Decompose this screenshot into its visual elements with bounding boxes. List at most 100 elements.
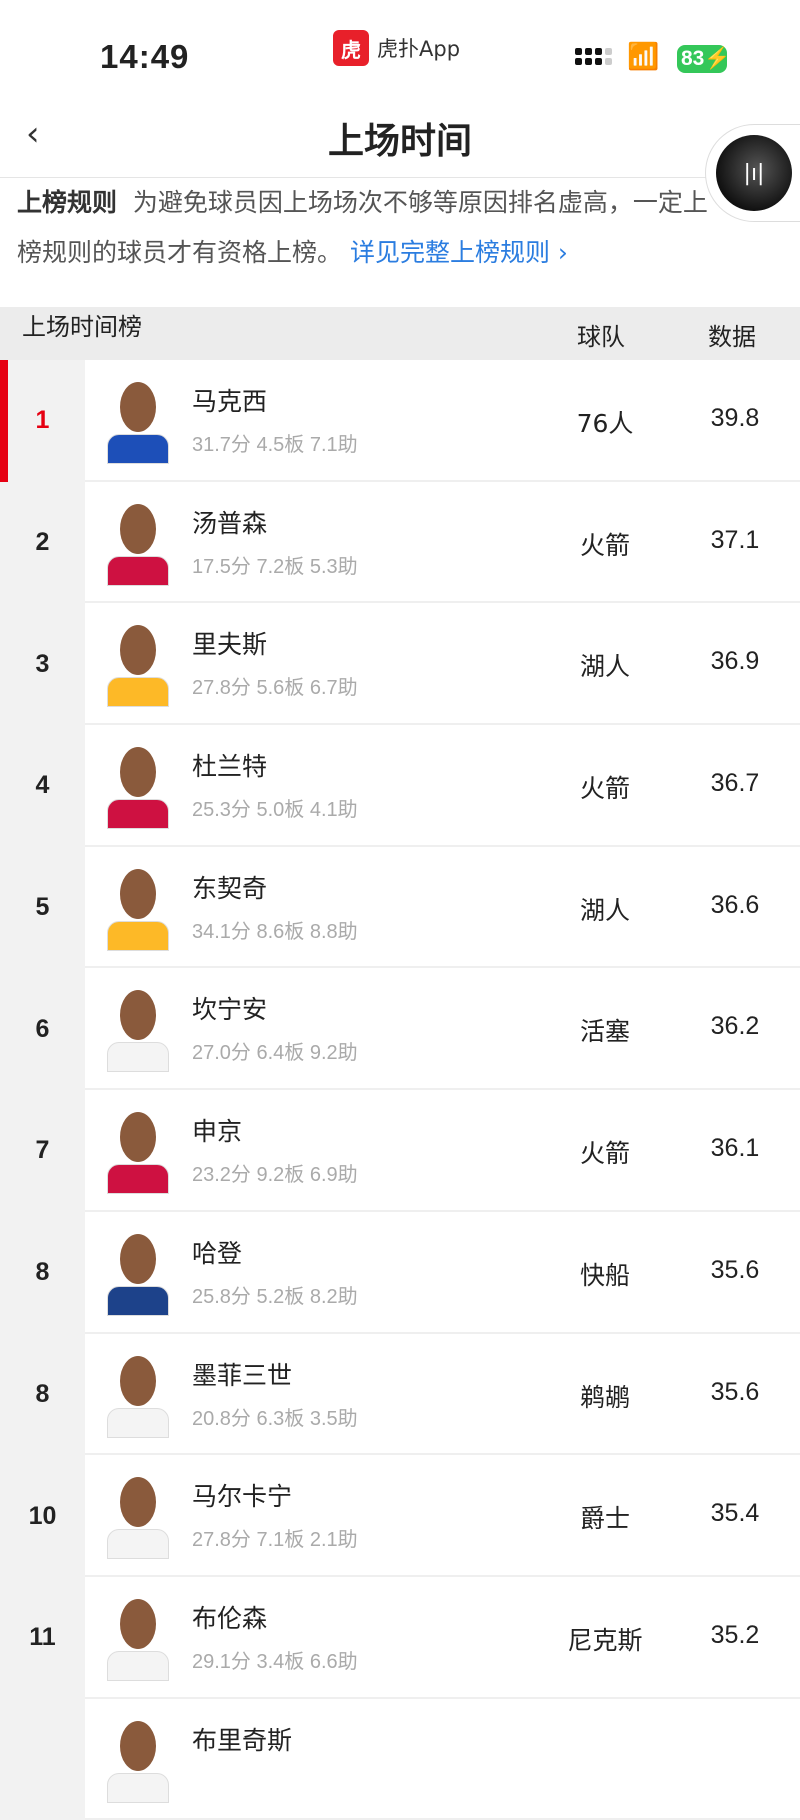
column-value: 数据 <box>708 323 756 351</box>
clock: 14:49 <box>100 38 190 75</box>
table-row[interactable]: 8 墨菲三世 20.8分 6.3板 3.5助 鹈鹕 35.6 <box>0 1333 800 1456</box>
table-row[interactable]: 6 坎宁安 27.0分 6.4板 9.2助 活塞 36.2 <box>0 968 800 1091</box>
cellular-signal-icon <box>575 48 612 65</box>
player-avatar <box>107 1228 169 1316</box>
row-divider <box>85 601 800 604</box>
player-name: 哈登 <box>192 1238 243 1268</box>
rank: 8 <box>0 1211 85 1334</box>
column-team: 球队 <box>577 323 625 351</box>
team-name: 火箭 <box>579 1139 630 1169</box>
table-header: 上场时间榜 球队 数据 <box>0 307 800 360</box>
row-divider <box>85 844 800 847</box>
player-avatar <box>107 1106 169 1195</box>
table-title: 上场时间榜 <box>22 313 142 341</box>
player-avatar <box>107 741 169 830</box>
table-row[interactable]: 4 杜兰特 25.3分 5.0板 4.1助 火箭 36.7 <box>0 725 800 847</box>
player-stats: 27.8分 7.1板 2.1助 <box>192 1529 358 1552</box>
team-name: 湖人 <box>579 652 630 682</box>
table-row[interactable]: 5 东契奇 34.1分 8.6板 8.8助 湖人 36.6 <box>0 846 800 969</box>
table-row[interactable]: 8 哈登 25.8分 5.2板 8.2助 快船 35.6 <box>0 1211 800 1334</box>
player-avatar <box>107 1471 169 1560</box>
player-stats: 27.8分 5.6板 6.7助 <box>192 677 358 700</box>
team-name: 火箭 <box>579 530 630 560</box>
team-name: 76人 <box>576 409 634 438</box>
wifi-icon: 📶 <box>627 42 660 72</box>
minutes-value: 35.2 <box>710 1620 760 1649</box>
rank <box>0 1698 85 1820</box>
player-avatar <box>107 376 169 464</box>
floating-player-button[interactable]: |ı| <box>705 124 800 222</box>
player-avatar <box>107 1593 169 1681</box>
rank: 6 <box>0 968 85 1091</box>
status-bar: 14:49 虎 虎扑App 📶 83⚡ <box>0 0 800 90</box>
nav-bar: ‹ 上场时间 <box>0 90 800 178</box>
chevron-left-icon: ‹ <box>26 114 40 154</box>
rank: 10 <box>0 1455 85 1577</box>
player-name: 申京 <box>192 1117 243 1147</box>
player-avatar <box>107 498 169 586</box>
row-divider <box>85 479 800 482</box>
table-row[interactable]: 2 汤普森 17.5分 7.2板 5.3助 火箭 37.1 <box>0 481 800 604</box>
row-divider <box>85 1209 800 1212</box>
player-name: 东契奇 <box>192 873 268 903</box>
back-button[interactable]: ‹ <box>26 114 40 154</box>
team-name: 活塞 <box>579 1017 630 1047</box>
player-name: 布伦森 <box>192 1603 268 1633</box>
rules-notice: 上榜规则 为避免球员因上场场次不够等原因排名虚高，一定上榜规则的球员才有资格上榜… <box>17 178 717 278</box>
table-row[interactable]: 3 里夫斯 27.8分 5.6板 6.7助 湖人 36.9 <box>0 603 800 726</box>
table-row[interactable]: 7 申京 23.2分 9.2板 6.9助 火箭 36.1 <box>0 1090 800 1212</box>
page-title: 上场时间 <box>327 121 472 162</box>
minutes-value: 39.8 <box>710 404 760 432</box>
player-avatar <box>107 619 169 708</box>
player-name: 汤普森 <box>192 508 268 538</box>
row-divider <box>85 1331 800 1334</box>
audio-wave-icon: |ı| <box>716 135 792 211</box>
rank: 2 <box>0 481 85 604</box>
app-indicator[interactable]: 虎 虎扑App <box>333 30 460 66</box>
player-avatar <box>107 1350 169 1438</box>
player-name: 布里奇斯 <box>192 1725 293 1755</box>
table-row[interactable]: 11 布伦森 29.1分 3.4板 6.6助 尼克斯 35.2 <box>0 1576 800 1699</box>
table-row[interactable]: 10 马尔卡宁 27.8分 7.1板 2.1助 爵士 35.4 <box>0 1455 800 1577</box>
minutes-value: 36.1 <box>710 1134 760 1163</box>
minutes-value: 37.1 <box>710 525 760 554</box>
rules-link[interactable]: 详见完整上榜规则 › <box>349 238 568 267</box>
row-divider <box>85 966 800 969</box>
player-stats: 17.5分 7.2板 5.3助 <box>192 555 358 578</box>
row-divider <box>85 1088 800 1091</box>
team-name: 湖人 <box>579 895 630 925</box>
team-name: 快船 <box>579 1260 630 1290</box>
minutes-value: 36.6 <box>710 890 760 919</box>
player-stats: 25.8分 5.2板 8.2助 <box>192 1285 358 1308</box>
table-row[interactable]: 1 马克西 31.7分 4.5板 7.1助 76人 39.8 <box>0 360 800 482</box>
rank: 4 <box>0 725 85 847</box>
player-name: 马克西 <box>192 387 268 416</box>
rules-label: 上榜规则 <box>17 188 118 217</box>
hupu-logo-icon: 虎 <box>333 30 369 66</box>
minutes-value: 35.6 <box>710 1377 760 1406</box>
player-stats: 29.1分 3.4板 6.6助 <box>192 1650 358 1673</box>
player-avatar <box>107 863 169 951</box>
player-stats: 23.2分 9.2板 6.9助 <box>192 1164 358 1187</box>
player-name: 马尔卡宁 <box>192 1482 293 1512</box>
player-name: 杜兰特 <box>192 752 268 782</box>
rank: 11 <box>0 1576 85 1699</box>
row-divider <box>85 1453 800 1456</box>
player-stats: 27.0分 6.4板 9.2助 <box>192 1042 358 1065</box>
player-stats: 25.3分 5.0板 4.1助 <box>192 799 358 822</box>
rank: 5 <box>0 846 85 969</box>
team-name: 鹈鹕 <box>579 1382 630 1412</box>
team-name: 爵士 <box>579 1504 630 1534</box>
minutes-value: 36.7 <box>710 769 760 798</box>
player-name: 坎宁安 <box>192 995 268 1025</box>
table-row[interactable]: 布里奇斯 <box>0 1698 800 1820</box>
rank: 3 <box>0 603 85 726</box>
team-name: 尼克斯 <box>567 1625 643 1655</box>
minutes-value: 35.6 <box>710 1255 760 1284</box>
app-name: 虎扑App <box>377 37 461 61</box>
minutes-value: 36.2 <box>710 1012 760 1041</box>
player-stats: 31.7分 4.5板 7.1助 <box>192 434 358 456</box>
player-avatar <box>107 1715 169 1803</box>
rank: 1 <box>0 360 85 482</box>
player-name: 墨菲三世 <box>192 1360 293 1390</box>
